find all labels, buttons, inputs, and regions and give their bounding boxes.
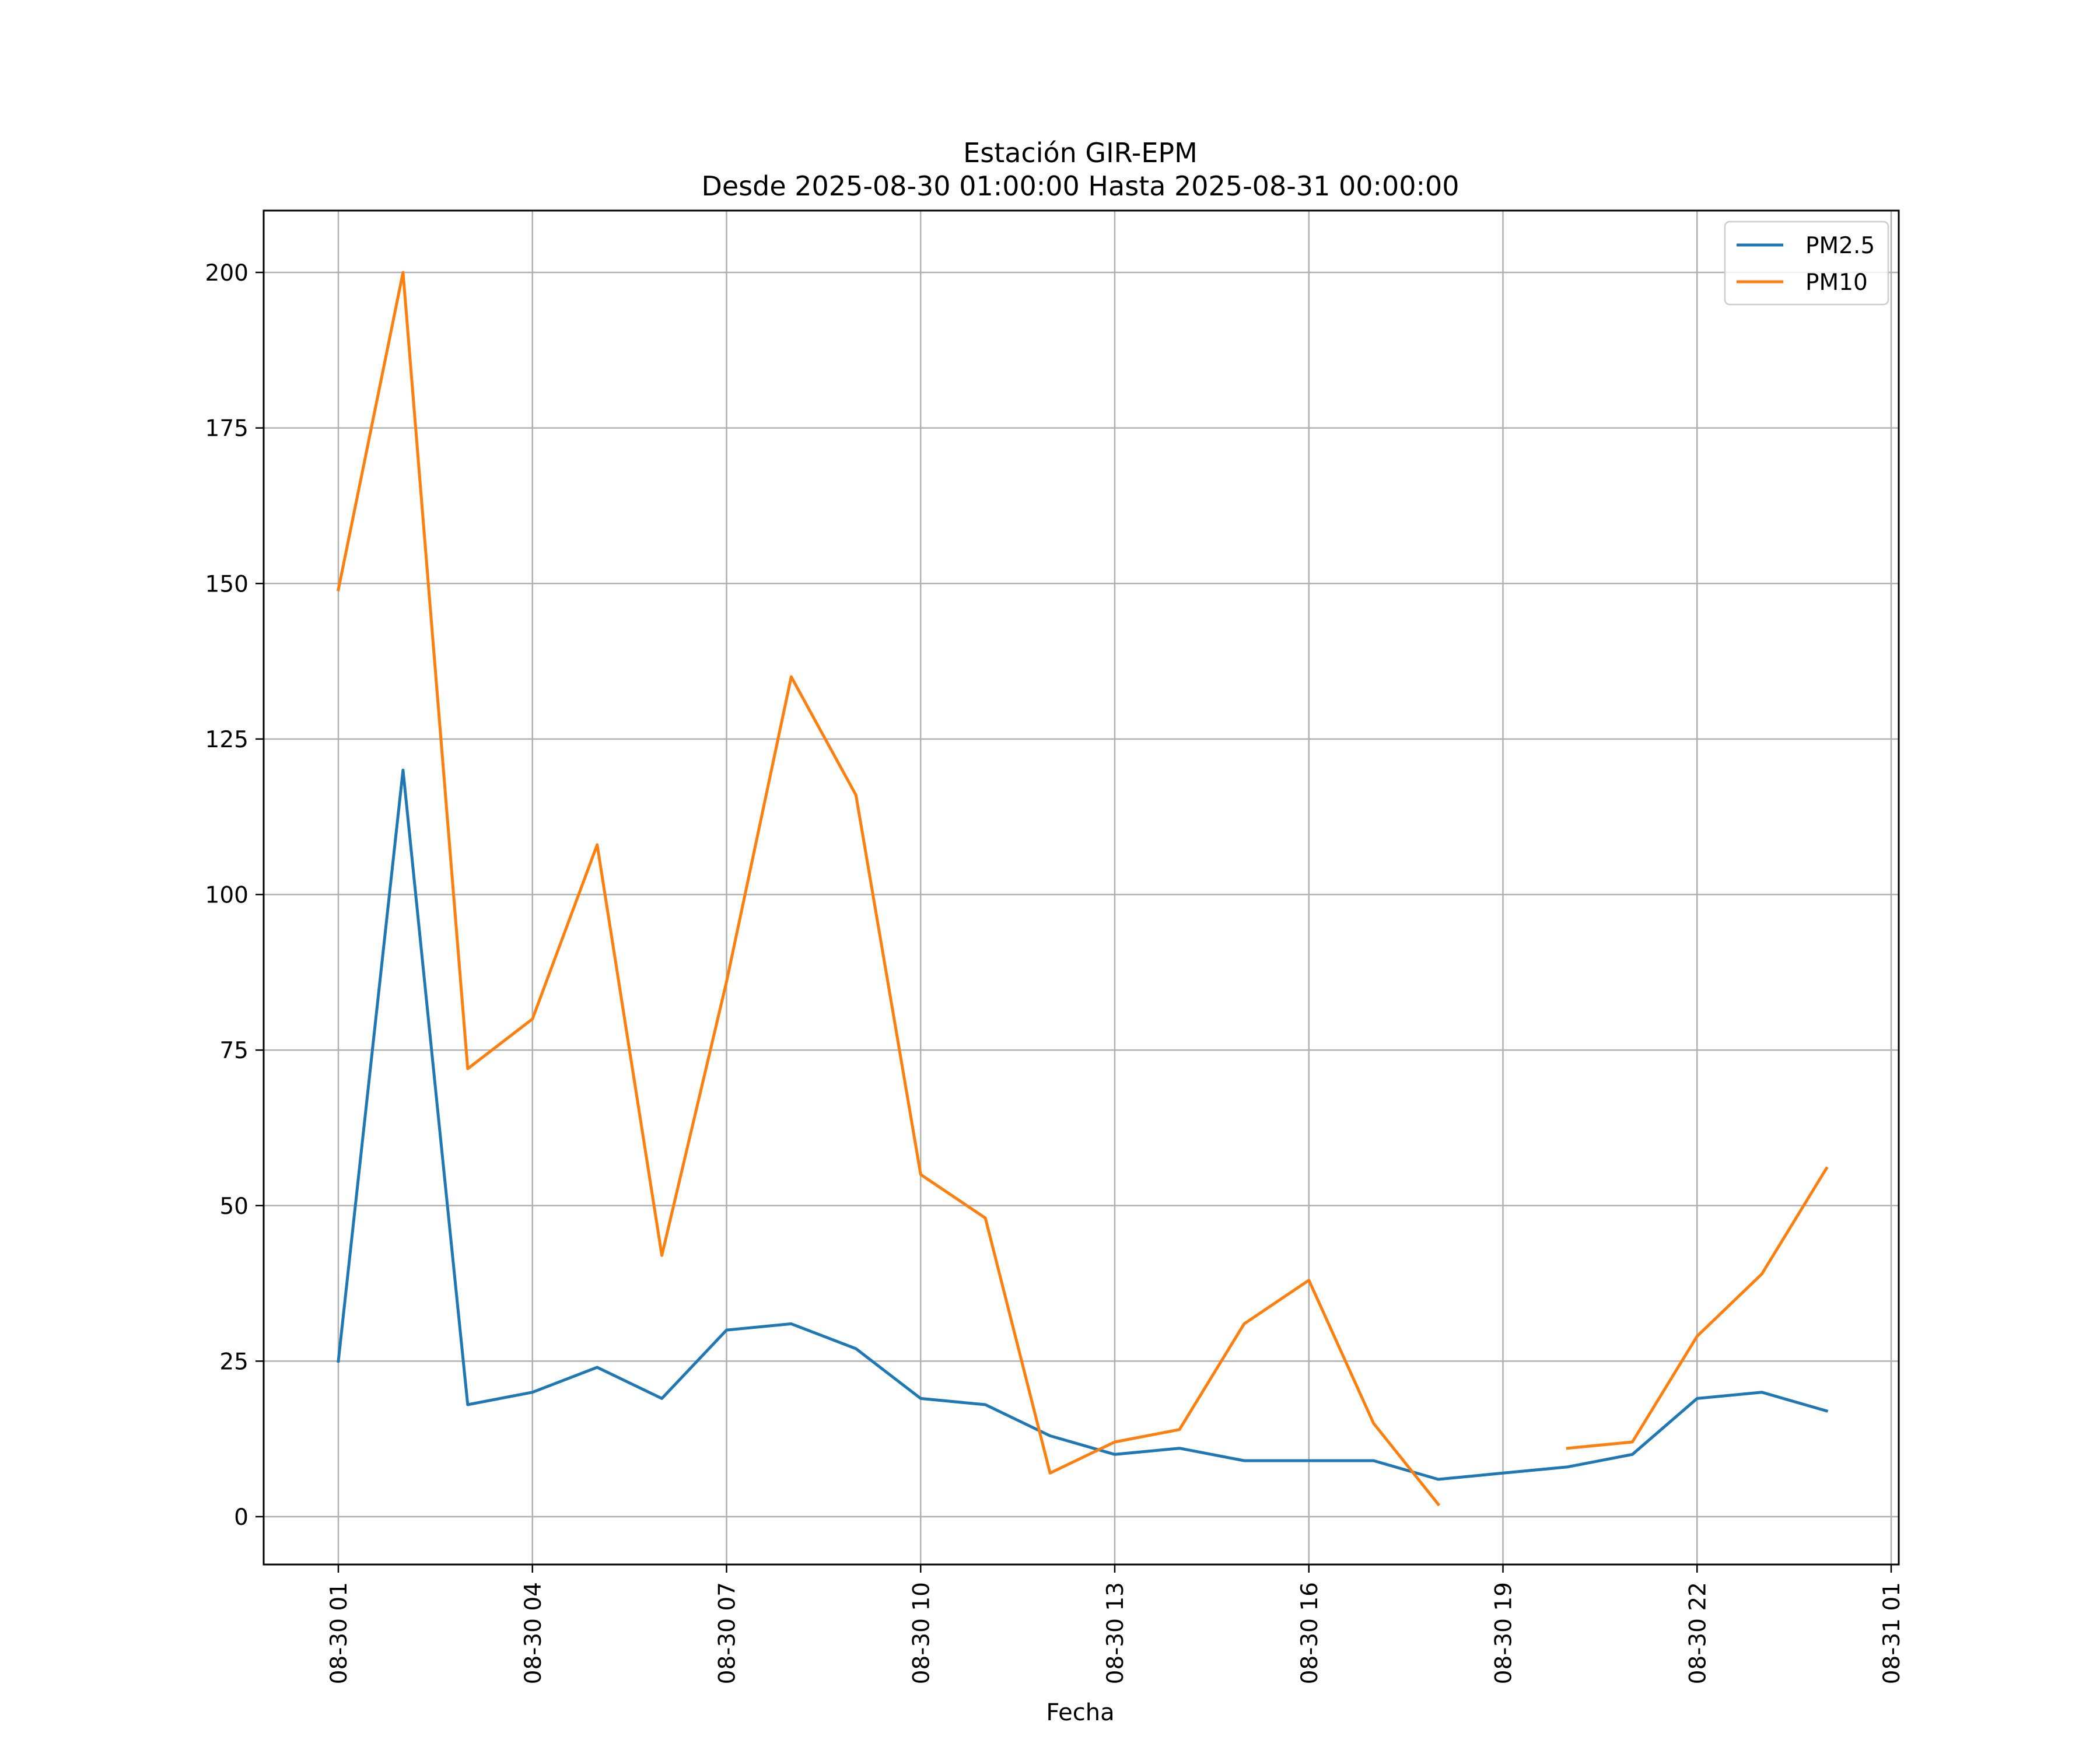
x-axis-label: Fecha: [1046, 1699, 1114, 1726]
y-tick-label: 200: [205, 260, 249, 286]
series-line-pm10: [337, 271, 1441, 1507]
legend-label: PM2.5: [1805, 233, 1875, 259]
x-tick-label: 08-30 01: [326, 1582, 352, 1684]
x-tick-label: 08-30 07: [715, 1582, 741, 1684]
legend-label: PM10: [1805, 270, 1868, 296]
chart-title: Estación GIR-EPM: [963, 137, 1198, 169]
y-tick-label: 175: [205, 416, 249, 442]
x-tick-label: 08-30 10: [908, 1582, 935, 1684]
y-tick-label: 75: [219, 1038, 249, 1064]
x-tick-label: 08-30 22: [1685, 1582, 1711, 1684]
legend-box: [1724, 220, 1889, 306]
chart-subtitle: Desde 2025-08-30 01:00:00 Hasta 2025-08-…: [701, 170, 1459, 202]
y-tick-label: 150: [205, 571, 249, 597]
grid: [264, 211, 1899, 1564]
x-tick-label: 08-30 04: [520, 1582, 547, 1684]
x-tick-label: 08-31 01: [1879, 1582, 1905, 1684]
x-tick-label: 08-30 19: [1491, 1582, 1517, 1684]
axis-ticks: 08-30 01 08-30 04 08-30 07 08-30 10 08-30 13…: [205, 260, 1905, 1684]
plot-frame: [262, 209, 1900, 1566]
series-line-pm25: [337, 768, 1829, 1481]
y-tick-label: 100: [205, 883, 249, 909]
y-tick-label: 125: [205, 727, 249, 753]
legend: PM2.5 PM10: [1724, 220, 1889, 306]
y-tick-label: 50: [219, 1194, 249, 1220]
series-line-pm10: [1566, 1166, 1829, 1450]
y-tick-label: 25: [219, 1349, 249, 1375]
y-tick-label: 0: [234, 1504, 249, 1531]
x-tick-label: 08-30 13: [1102, 1582, 1129, 1684]
plot-lines: [337, 271, 1829, 1507]
x-tick-label: 08-30 16: [1297, 1582, 1323, 1684]
